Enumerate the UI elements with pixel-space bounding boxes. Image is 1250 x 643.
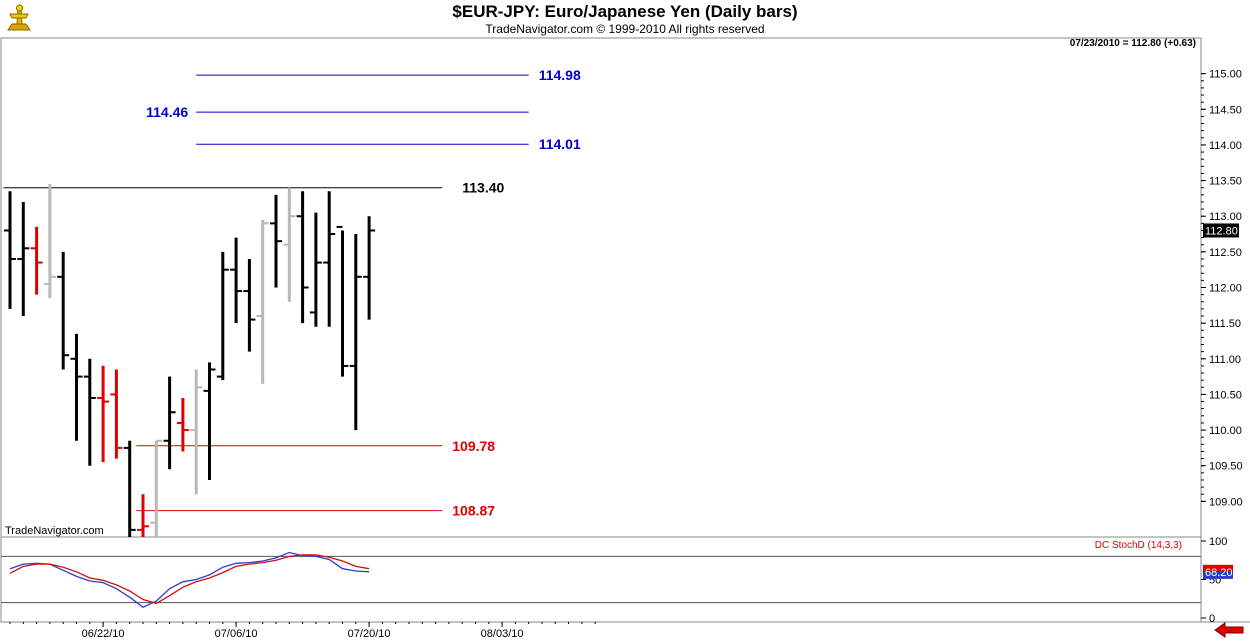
stochastic-axis-label: 0: [1209, 613, 1215, 625]
watermark: TradeNavigator.com: [5, 525, 104, 537]
ohlc-bar: [256, 219, 269, 384]
level-label: 108.87: [452, 503, 495, 519]
ohlc-bar: [296, 191, 309, 324]
price-axis-label: 109.00: [1209, 496, 1243, 508]
price-axis-label: 114.50: [1209, 104, 1242, 116]
ohlc-bar: [270, 194, 282, 288]
ohlc-bar: [70, 333, 83, 441]
ohlc-bar: [243, 258, 256, 352]
level-label: 114.98: [539, 67, 581, 83]
ohlc-bar: [4, 191, 16, 309]
stochastic-last-box-lower: [1203, 571, 1233, 579]
price-axis-label: 115.00: [1209, 69, 1242, 81]
ohlc-bar: [230, 237, 243, 324]
price-axis-label: 109.50: [1209, 461, 1243, 473]
price-axis-label: 113.50: [1209, 176, 1242, 188]
trade-navigator-logo-icon[interactable]: [2, 2, 36, 34]
stochastic-axis-label: 100: [1209, 536, 1227, 548]
price-axis-label: 112.50: [1209, 247, 1242, 259]
price-axis-label: 110.00: [1209, 425, 1242, 437]
ohlc-bar: [323, 191, 336, 327]
stochastic-title: DC StochD (14,3,3): [1095, 540, 1182, 551]
level-label: 114.46: [146, 104, 188, 120]
price-axis-label: 111.00: [1209, 354, 1241, 366]
level-label: 114.01: [539, 136, 581, 152]
level-label: 113.40: [462, 180, 504, 196]
time-axis-label: 08/03/10: [481, 628, 524, 640]
last-price-box: [1203, 223, 1239, 238]
chart-title: $EUR-JPY: Euro/Japanese Yen (Daily bars): [452, 2, 798, 21]
ohlc-bar: [123, 440, 136, 537]
ohlc-bar: [57, 251, 70, 370]
ohlc-bar: [163, 376, 176, 470]
stochastic-line: [9, 551, 370, 608]
ohlc-bar: [203, 362, 216, 480]
ohlc-bar: [137, 494, 149, 537]
stochastic-last-label: 68.20: [1205, 567, 1233, 579]
ohlc-bar: [176, 397, 189, 452]
time-axis-label: 07/06/10: [215, 628, 258, 640]
price-bars: [4, 184, 376, 537]
price-axis-label: 110.50: [1209, 389, 1242, 401]
price-axis-label: 111.50: [1209, 318, 1241, 330]
ohlc-bar: [97, 365, 110, 463]
ohlc-bar: [363, 216, 376, 320]
ohlc-bar: [17, 201, 30, 317]
red-left-arrow-icon[interactable]: [1214, 622, 1244, 638]
ohlc-bar: [150, 439, 163, 537]
ohlc-bar: [30, 226, 43, 295]
chart-subtitle: TradeNavigator.com © 1999-2010 All right…: [485, 22, 765, 36]
ohlc-bar: [283, 187, 296, 302]
ohlc-bar: [83, 358, 96, 466]
ohlc-bar: [190, 369, 203, 495]
level-label: 109.78: [452, 438, 495, 454]
ohlc-bar: [349, 234, 362, 431]
ohlc-bar: [309, 212, 322, 327]
quote-readout: 07/23/2010 = 112.80 (+0.63): [1070, 38, 1196, 49]
ohlc-bar: [110, 369, 123, 459]
time-axis-label: 07/20/10: [348, 628, 391, 640]
price-axis-label: 113.00: [1209, 211, 1242, 223]
last-price-label: 112.80: [1205, 225, 1238, 237]
ohlc-bar: [336, 225, 349, 377]
price-axis-label: 112.00: [1209, 283, 1242, 295]
price-axis-label: 114.00: [1209, 140, 1242, 152]
stochastic-panel-border: [0, 536, 1202, 623]
stochastic-line: [9, 554, 370, 605]
ohlc-bar: [216, 251, 229, 381]
ohlc-bar: [43, 184, 56, 299]
time-axis-label: 06/22/10: [82, 628, 125, 640]
